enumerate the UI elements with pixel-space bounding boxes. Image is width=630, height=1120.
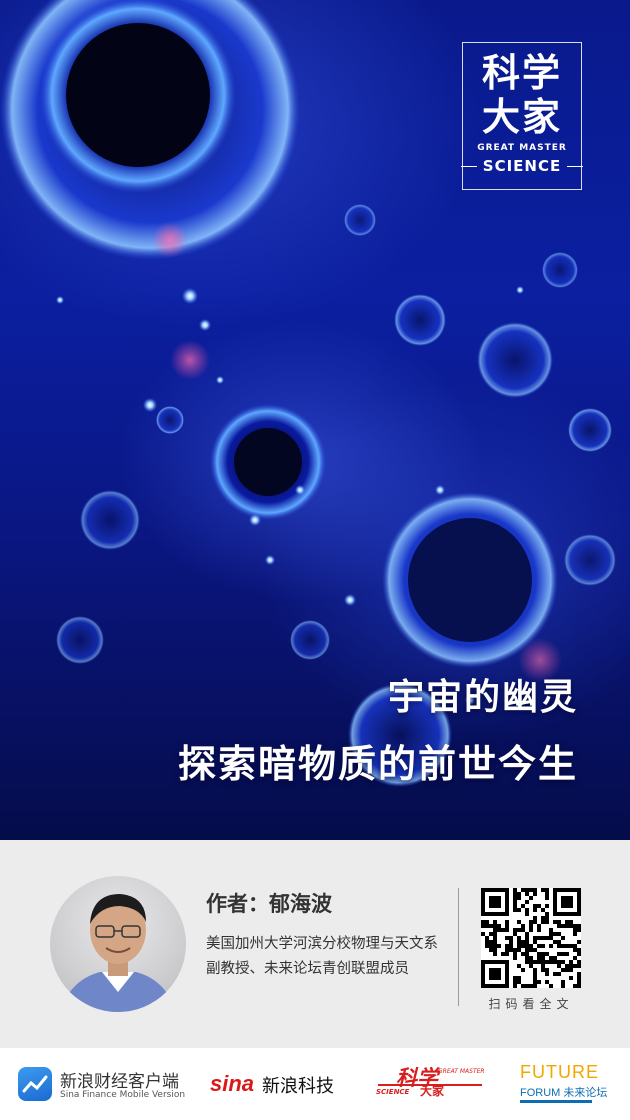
author-avatar bbox=[50, 876, 186, 1012]
science-master-logo-cn1: 科学 bbox=[396, 1066, 438, 1090]
brand-en-small: GREAT MASTER bbox=[477, 143, 567, 153]
sina-logo: sina bbox=[210, 1071, 255, 1096]
author-name: 作者：郁海波 bbox=[206, 892, 332, 916]
science-master-logo-cn2: 大家 bbox=[420, 1084, 445, 1098]
brand-en-large: SCIENCE bbox=[461, 157, 583, 175]
future-forum-bar bbox=[520, 1100, 592, 1103]
brand-cn-line1: 科学 bbox=[481, 51, 562, 95]
author-section: 作者：郁海波 美国加州大学河滨分校物理与天文系副教授、未来论坛青创联盟成员 扫码… bbox=[0, 840, 630, 1048]
author-portrait-icon bbox=[60, 894, 176, 1012]
qr-caption: 扫码看全文 bbox=[488, 997, 574, 1011]
title-line-2: 探索暗物质的前世今生 bbox=[177, 742, 578, 786]
science-master-brand-badge: 科学 大家 GREAT MASTER SCIENCE bbox=[461, 42, 583, 190]
sina-tech-label: 新浪科技 bbox=[262, 1076, 334, 1097]
science-master-logo: 科学 大家 SCIENCE GREAT MASTER bbox=[376, 1062, 486, 1110]
sina-finance-app-icon bbox=[18, 1067, 52, 1101]
brand-cn-line2: 大家 bbox=[481, 95, 562, 139]
qr-code[interactable] bbox=[481, 888, 581, 988]
future-forum-line1: FUTURE bbox=[520, 1062, 599, 1082]
cosmic-bubbles-illustration bbox=[0, 0, 616, 787]
science-master-underline bbox=[378, 1084, 482, 1086]
future-forum-line2: FORUM 未来论坛 bbox=[520, 1087, 608, 1099]
qr-code-icon bbox=[481, 888, 581, 988]
hero-image: 科学 大家 GREAT MASTER SCIENCE 宇宙的幽灵 探索暗物质的前… bbox=[0, 0, 630, 840]
science-master-logo-en1: SCIENCE bbox=[376, 1088, 410, 1096]
title-line-1: 宇宙的幽灵 bbox=[387, 677, 578, 718]
sina-finance-cn: 新浪财经客户端 bbox=[60, 1072, 179, 1092]
science-master-logo-en2: GREAT MASTER bbox=[438, 1068, 485, 1075]
sina-finance-en: Sina Finance Mobile Version bbox=[60, 1090, 186, 1100]
partner-logos-footer: 新浪财经客户端 Sina Finance Mobile Version sina… bbox=[0, 1048, 630, 1120]
vertical-divider bbox=[458, 888, 459, 1006]
author-description: 美国加州大学河滨分校物理与天文系副教授、未来论坛青创联盟成员 bbox=[206, 936, 438, 977]
